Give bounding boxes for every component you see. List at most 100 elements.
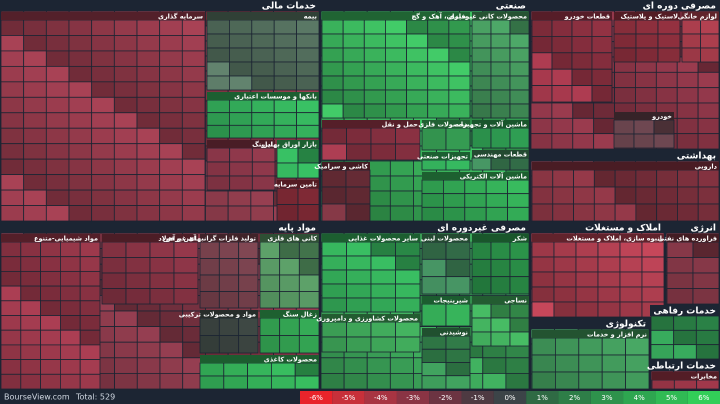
subsector-tile <box>60 329 81 346</box>
subsector-tile <box>395 255 421 271</box>
sector-header <box>530 318 650 329</box>
subsector-tile <box>641 241 665 258</box>
subsector-tile <box>692 257 720 274</box>
subsector-tile <box>23 143 47 160</box>
subsector-tile <box>223 362 249 377</box>
legend-swatch <box>655 391 688 404</box>
subsector-tile <box>442 193 466 208</box>
subsector-tile <box>321 283 347 299</box>
subsector-tile <box>471 331 492 347</box>
subsector-tile <box>149 257 175 274</box>
subsector-tile <box>635 169 658 188</box>
subsector-tile <box>681 47 701 63</box>
subsector-tile <box>657 47 681 63</box>
subsector-tile <box>113 19 138 36</box>
sector-tile <box>482 372 507 390</box>
sector-tile <box>530 102 553 119</box>
subsector-tile <box>578 337 603 356</box>
subsector-tile <box>406 19 429 35</box>
sector-tile <box>697 133 720 150</box>
subsector-tile <box>445 159 471 171</box>
subsector-title: لوازم خانگی <box>678 13 717 21</box>
subsector-tile <box>421 348 447 363</box>
subsector-tile <box>0 256 22 272</box>
sector-header <box>650 305 720 316</box>
subsector-tile <box>445 276 471 295</box>
subsector-tile <box>641 271 665 288</box>
subsector-tile <box>273 61 298 77</box>
subsector-tile <box>101 272 127 289</box>
sector-tile <box>697 71 720 89</box>
subsector-tile <box>173 272 199 289</box>
subsector-tile <box>342 47 365 63</box>
subsector-tile <box>421 206 444 222</box>
sector-tile <box>530 117 553 135</box>
subsector-tile <box>20 300 41 316</box>
subsector-tile <box>421 159 447 171</box>
subsector-tile <box>421 258 447 278</box>
sector-tile <box>697 117 720 135</box>
sector-tile <box>676 71 699 89</box>
subsector-tile <box>276 162 299 179</box>
subsector-tile <box>321 19 344 35</box>
subsector-tile <box>199 274 220 292</box>
subsector-tile <box>509 241 530 260</box>
subsector-tile <box>113 143 138 160</box>
subsector-tile <box>507 179 530 195</box>
subsector-tile <box>471 127 492 149</box>
subsector-tile <box>531 52 553 70</box>
subsector-header <box>322 12 470 20</box>
subsector-tile <box>625 354 650 373</box>
subsector-title: بیمه <box>304 13 317 21</box>
subsector-tile <box>635 33 659 49</box>
subsector-tile <box>125 288 151 305</box>
subsector-tile <box>445 375 471 390</box>
subsector-tile <box>531 241 555 258</box>
subsector-tile <box>79 344 101 360</box>
subsector-tile <box>385 61 407 77</box>
subsector-tile <box>296 75 320 91</box>
subsector-tile <box>385 19 407 35</box>
subsector-tile <box>471 103 492 119</box>
subsector-tile <box>573 169 595 188</box>
subsector-tile <box>641 286 665 303</box>
subsector-tile <box>346 321 372 338</box>
subsector-tile <box>136 96 161 114</box>
subsector-tile <box>296 33 320 49</box>
sector-tile <box>227 205 252 222</box>
subsector-tile <box>40 373 61 390</box>
subsector-tile <box>45 143 70 160</box>
subsector-tile <box>471 317 492 333</box>
sector-tile <box>650 315 675 331</box>
subsector-tile <box>464 179 487 195</box>
subsector-tile <box>159 205 183 222</box>
subsector-tile <box>270 375 296 390</box>
subsector-header <box>422 296 470 304</box>
subsector-title: کاشی و سرامیک <box>314 163 368 171</box>
subsector-tile <box>406 47 429 63</box>
subsector-tile <box>614 169 637 188</box>
subsector-tile <box>666 288 694 305</box>
subsector-tile <box>321 61 344 77</box>
subsector-header <box>1 12 205 20</box>
subsector-header <box>207 140 275 148</box>
subsector-tile <box>555 354 580 373</box>
subsector-tile <box>445 362 471 377</box>
subsector-tile <box>346 127 372 145</box>
subsector-tile <box>591 68 613 86</box>
subsector-header <box>422 120 470 128</box>
sector-tile <box>593 117 615 135</box>
subsector-tile <box>666 241 694 258</box>
subsector-tile <box>507 193 530 208</box>
subsector-tile <box>79 329 101 346</box>
subsector-tile <box>421 362 447 377</box>
subsector-header <box>200 310 258 318</box>
subsector-tile <box>45 81 70 98</box>
subsector-tile <box>427 89 450 105</box>
subsector-tile <box>45 96 70 114</box>
subsector-tile <box>321 143 347 161</box>
sector-tile <box>389 205 414 222</box>
sector-title: انرژی <box>691 224 717 234</box>
subsector-title: سایر محصولات غذایی <box>348 235 418 243</box>
subsector-tile <box>136 127 161 145</box>
